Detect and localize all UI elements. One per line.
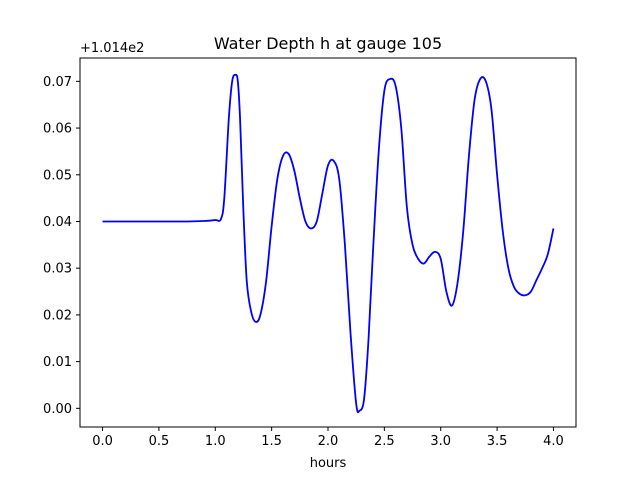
y-tick-label: 0.07 [43, 75, 72, 90]
x-tick-label: 2.5 [374, 434, 395, 449]
y-tick-label: 0.05 [43, 168, 72, 183]
y-tick-label: 0.06 [43, 122, 72, 137]
plot-area [80, 58, 576, 427]
x-tick-label: 3.0 [430, 434, 451, 449]
y-tick-label: 0.04 [43, 215, 72, 230]
y-tick-label: 0.01 [43, 355, 72, 370]
x-axis-label: hours [310, 456, 347, 471]
x-tick-label: 0.5 [149, 434, 170, 449]
x-tick-label: 3.5 [487, 434, 508, 449]
y-tick-label: 0.03 [43, 262, 72, 277]
y-offset-label: +1.014e2 [80, 41, 144, 56]
y-tick-label: 0.02 [43, 308, 72, 323]
series-line [102, 73, 555, 414]
x-tick-label: 4.0 [543, 434, 564, 449]
y-tick-label: 0.00 [43, 402, 72, 417]
x-tick-label: 2.0 [318, 434, 339, 449]
x-tick-label: 0.0 [92, 434, 113, 449]
x-tick-label: 1.5 [261, 434, 282, 449]
chart-title: Water Depth h at gauge 105 [214, 34, 442, 53]
x-tick-label: 1.0 [205, 434, 226, 449]
